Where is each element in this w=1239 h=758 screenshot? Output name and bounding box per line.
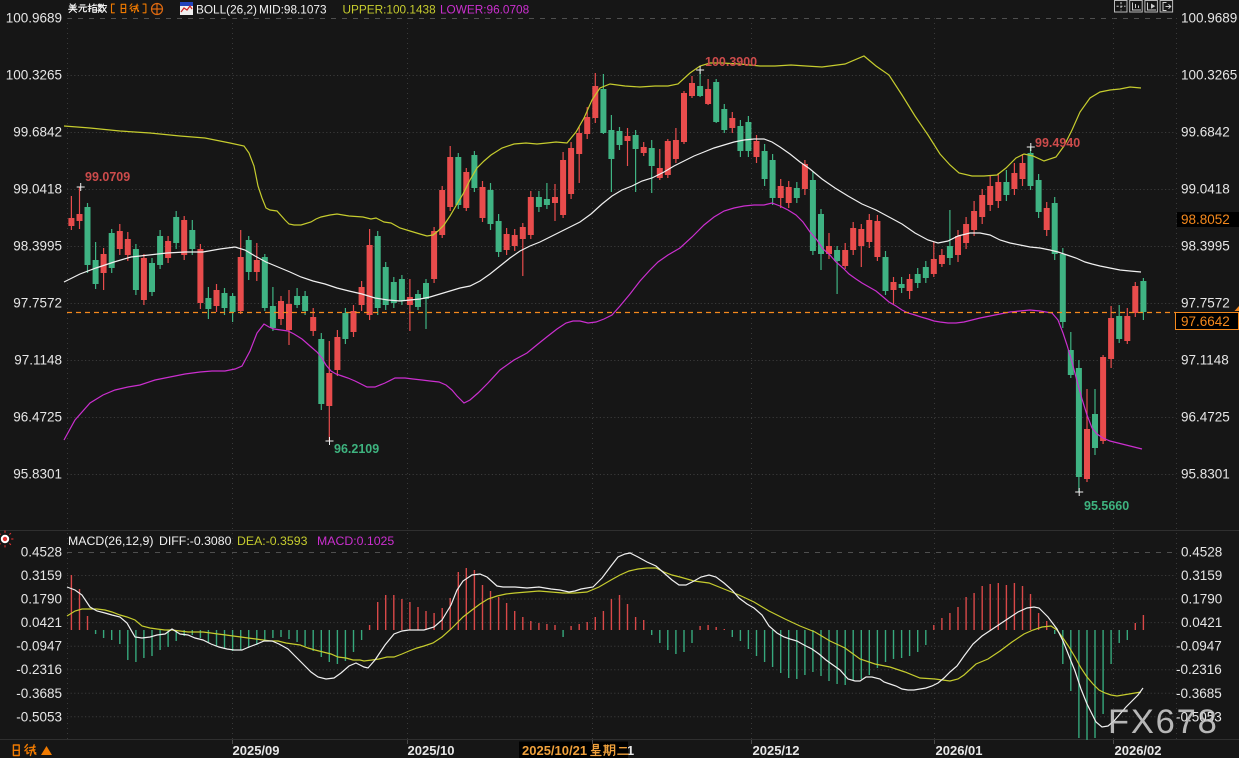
svg-text:2025/12: 2025/12 (753, 743, 800, 758)
svg-text:-0.5053: -0.5053 (16, 709, 62, 724)
svg-text:DEA:-0.3593: DEA:-0.3593 (237, 534, 308, 548)
svg-text:LOWER:96.0708: LOWER:96.0708 (440, 3, 530, 17)
svg-text:0.4528: 0.4528 (21, 545, 62, 560)
svg-text:FX678: FX678 (1108, 703, 1219, 741)
svg-text:-0.0947: -0.0947 (16, 639, 62, 654)
svg-text:97.1148: 97.1148 (1181, 353, 1229, 368)
svg-text:97.1148: 97.1148 (14, 353, 62, 368)
svg-text:100.9689: 100.9689 (1181, 11, 1237, 26)
svg-text:99.0418: 99.0418 (1181, 182, 1230, 197)
svg-text:0.1790: 0.1790 (21, 592, 62, 607)
svg-text:99.6842: 99.6842 (1181, 125, 1230, 140)
svg-text:0.4528: 0.4528 (1181, 545, 1222, 560)
svg-text:2026/02: 2026/02 (1115, 743, 1162, 758)
svg-text:100.3265: 100.3265 (6, 68, 62, 83)
svg-text:2025/09: 2025/09 (233, 743, 280, 758)
svg-text:-0.3685: -0.3685 (1176, 686, 1222, 701)
svg-text:-0.0947: -0.0947 (1176, 639, 1222, 654)
svg-text:96.4725: 96.4725 (13, 410, 62, 425)
svg-text:100.3900: 100.3900 (705, 55, 757, 69)
svg-text:95.8301: 95.8301 (13, 467, 62, 482)
svg-text:2026/01: 2026/01 (936, 743, 983, 758)
svg-text:0.3159: 0.3159 (1181, 568, 1222, 583)
svg-text:-0.5053: -0.5053 (1176, 709, 1222, 724)
svg-text:100.9689: 100.9689 (6, 11, 62, 26)
svg-text:95.8301: 95.8301 (1181, 467, 1230, 482)
svg-text:98.8052: 98.8052 (1181, 212, 1230, 227)
svg-text:-0.2316: -0.2316 (16, 662, 62, 677)
svg-text:95.5660: 95.5660 (1084, 499, 1129, 513)
svg-text:-0.3685: -0.3685 (16, 686, 62, 701)
svg-text:98.3995: 98.3995 (13, 239, 62, 254)
svg-text:99.0709: 99.0709 (85, 170, 130, 184)
svg-text:0.0421: 0.0421 (21, 615, 62, 630)
svg-text:97.7572: 97.7572 (13, 296, 62, 311)
svg-text:DIFF:-0.3080: DIFF:-0.3080 (159, 534, 232, 548)
svg-text:0.3159: 0.3159 (21, 568, 62, 583)
svg-text:97.6642: 97.6642 (1181, 314, 1230, 329)
svg-text:0.0421: 0.0421 (1181, 615, 1222, 630)
svg-text:0.1790: 0.1790 (1181, 592, 1222, 607)
svg-text:2025/10/21: 2025/10/21 (522, 743, 587, 758)
svg-text:99.0418: 99.0418 (13, 182, 62, 197)
svg-text:100.3265: 100.3265 (1181, 68, 1237, 83)
svg-text:99.4940: 99.4940 (1035, 136, 1080, 150)
svg-text:-0.2316: -0.2316 (1176, 662, 1222, 677)
svg-text:MACD:0.1025: MACD:0.1025 (317, 534, 394, 548)
svg-text:MACD(26,12,9): MACD(26,12,9) (68, 534, 153, 548)
svg-text:99.6842: 99.6842 (13, 125, 62, 140)
svg-text:UPPER:100.1438: UPPER:100.1438 (343, 3, 437, 17)
svg-text:96.2109: 96.2109 (334, 442, 379, 456)
svg-text:98.3995: 98.3995 (1181, 239, 1230, 254)
svg-text:2025/10: 2025/10 (408, 743, 455, 758)
svg-text:MID:98.1073: MID:98.1073 (259, 3, 327, 17)
svg-text:BOLL(26,2): BOLL(26,2) (196, 3, 257, 17)
svg-text:97.7572: 97.7572 (1181, 296, 1230, 311)
svg-text:96.4725: 96.4725 (1181, 410, 1230, 425)
